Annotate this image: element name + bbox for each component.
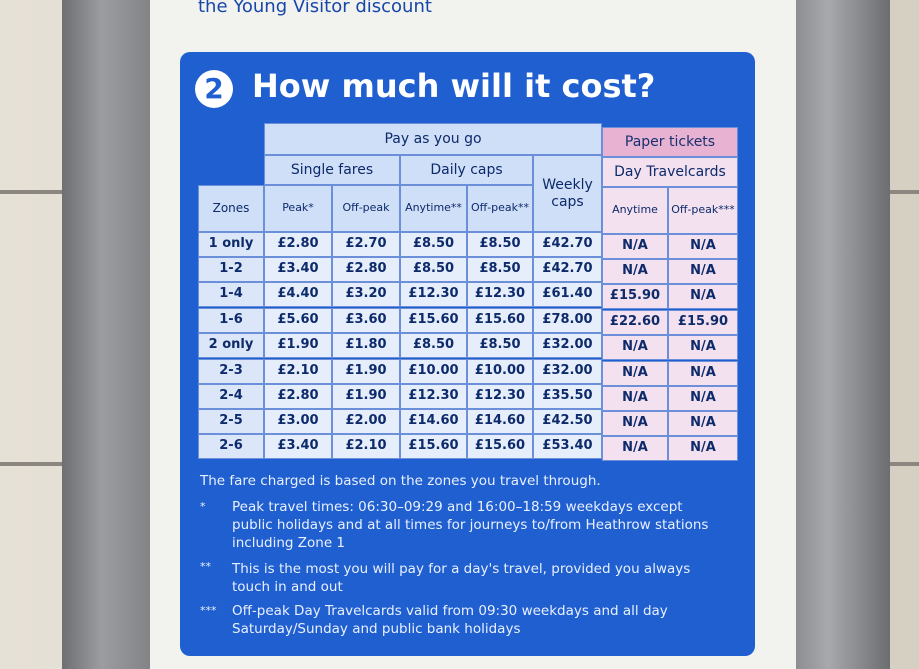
fare-cell-zones: 1-4 (198, 282, 264, 307)
top-text: the Young Visitor discount (198, 0, 432, 17)
fare-cell-travelcard-anytime: N/A (602, 386, 668, 411)
fare-cell-weekly-cap: £32.00 (533, 333, 602, 358)
fare-cell-peak: £3.40 (264, 434, 332, 459)
fare-cell-off-peak: £2.10 (332, 434, 400, 459)
fare-cell-daily-off-peak: £12.30 (467, 282, 533, 307)
note-2-mark: ** (200, 560, 211, 573)
fare-cell-daily-anytime: £8.50 (400, 333, 467, 358)
fare-cell-travelcard-off-peak: N/A (668, 335, 738, 360)
fare-cell-weekly-cap: £42.70 (533, 232, 602, 257)
fare-cell-weekly-cap: £42.70 (533, 257, 602, 282)
fare-cell-weekly-cap: £53.40 (533, 434, 602, 459)
fare-cell-travelcard-off-peak: N/A (668, 386, 738, 411)
fare-cell-daily-anytime: £8.50 (400, 232, 467, 257)
fare-cell-daily-off-peak: £8.50 (467, 232, 533, 257)
fare-cell-daily-anytime: £12.30 (400, 384, 467, 409)
fare-cell-travelcard-anytime: N/A (602, 436, 668, 461)
fare-cell-off-peak: £2.70 (332, 232, 400, 257)
fare-cell-daily-off-peak: £15.60 (467, 308, 533, 333)
fare-cell-travelcard-anytime: £22.60 (602, 310, 668, 335)
fare-cell-off-peak: £2.00 (332, 409, 400, 434)
fare-cell-zones: 1-6 (198, 308, 264, 333)
fare-cell-daily-off-peak: £10.00 (467, 359, 533, 384)
fare-cell-off-peak: £2.80 (332, 257, 400, 282)
header-single-fares: Single fares (264, 155, 400, 185)
fare-cell-weekly-cap: £78.00 (533, 308, 602, 333)
fare-cell-travelcard-anytime: N/A (602, 411, 668, 436)
fare-cell-zones: 2-3 (198, 359, 264, 384)
fare-cell-weekly-cap: £32.00 (533, 359, 602, 384)
fare-cell-off-peak: £1.90 (332, 384, 400, 409)
fare-cell-peak: £3.40 (264, 257, 332, 282)
note-2-text: This is the most you will pay for a day'… (232, 561, 691, 595)
header-zones: Zones (198, 185, 264, 232)
fare-cell-travelcard-anytime: N/A (602, 335, 668, 360)
header-daily-caps: Daily caps (400, 155, 533, 185)
fare-cell-travelcard-off-peak: N/A (668, 259, 738, 284)
fare-cell-zones: 1-2 (198, 257, 264, 282)
fare-cell-travelcard-anytime: £15.90 (602, 284, 668, 309)
fare-cell-zones: 2-6 (198, 434, 264, 459)
fare-cell-peak: £2.10 (264, 359, 332, 384)
fare-cell-travelcard-anytime: N/A (602, 259, 668, 284)
note-1-text: Peak travel times: 06:30–09:29 and 16:00… (232, 499, 709, 551)
fare-cell-weekly-cap: £35.50 (533, 384, 602, 409)
fare-cell-travelcard-off-peak: N/A (668, 411, 738, 436)
note-3-text: Off-peak Day Travelcards valid from 09:3… (232, 603, 668, 637)
fare-cell-peak: £2.80 (264, 232, 332, 257)
fare-cell-zones: 2-4 (198, 384, 264, 409)
fare-cell-travelcard-off-peak: N/A (668, 234, 738, 259)
fare-cell-off-peak: £1.80 (332, 333, 400, 358)
fare-cell-daily-off-peak: £8.50 (467, 333, 533, 358)
fare-cell-zones: 1 only (198, 232, 264, 257)
fare-cell-daily-anytime: £15.60 (400, 434, 467, 459)
fare-cell-daily-anytime: £15.60 (400, 308, 467, 333)
note-3-mark: *** (200, 604, 217, 617)
fare-cell-daily-anytime: £10.00 (400, 359, 467, 384)
header-paper-tickets: Paper tickets (602, 127, 738, 157)
fare-cell-peak: £4.40 (264, 282, 332, 307)
fare-cell-weekly-cap: £61.40 (533, 282, 602, 307)
fare-cell-zones: 2 only (198, 333, 264, 358)
header-daily-off-peak: Off-peak** (467, 185, 533, 232)
fare-cell-daily-anytime: £12.30 (400, 282, 467, 307)
fare-cell-peak: £1.90 (264, 333, 332, 358)
fare-cell-peak: £5.60 (264, 308, 332, 333)
header-travelcard-off-peak: Off-peak*** (668, 187, 738, 234)
fare-cell-travelcard-off-peak: N/A (668, 361, 738, 386)
poster-frame-left (62, 0, 162, 669)
fare-cell-weekly-cap: £42.50 (533, 409, 602, 434)
panel-title: How much will it cost? (252, 67, 656, 105)
fare-cell-off-peak: £3.60 (332, 308, 400, 333)
fare-cell-daily-anytime: £8.50 (400, 257, 467, 282)
fare-cell-travelcard-off-peak: N/A (668, 436, 738, 461)
fare-cell-off-peak: £3.20 (332, 282, 400, 307)
poster-frame-right (778, 0, 890, 669)
note-intro: The fare charged is based on the zones y… (200, 473, 601, 489)
fare-cell-travelcard-off-peak: £15.90 (668, 310, 738, 335)
fare-cell-zones: 2-5 (198, 409, 264, 434)
fare-cell-travelcard-anytime: N/A (602, 234, 668, 259)
fare-cell-daily-anytime: £14.60 (400, 409, 467, 434)
fare-cell-off-peak: £1.90 (332, 359, 400, 384)
fare-cell-daily-off-peak: £12.30 (467, 384, 533, 409)
header-travelcard-anytime: Anytime (602, 187, 668, 234)
fare-cell-peak: £2.80 (264, 384, 332, 409)
header-day-travelcards: Day Travelcards (602, 157, 738, 187)
fare-cell-travelcard-anytime: N/A (602, 361, 668, 386)
header-peak: Peak* (264, 185, 332, 232)
fare-cell-daily-off-peak: £15.60 (467, 434, 533, 459)
header-daily-anytime: Anytime** (400, 185, 467, 232)
fare-cell-daily-off-peak: £14.60 (467, 409, 533, 434)
header-pay-as-you-go: Pay as you go (264, 123, 602, 155)
fare-cell-daily-off-peak: £8.50 (467, 257, 533, 282)
header-weekly-caps: Weekly caps (533, 155, 602, 232)
section-number-badge: 2 (195, 70, 233, 108)
header-off-peak: Off-peak (332, 185, 400, 232)
note-1-mark: * (200, 500, 206, 513)
fare-cell-peak: £3.00 (264, 409, 332, 434)
fare-cell-travelcard-off-peak: N/A (668, 284, 738, 309)
